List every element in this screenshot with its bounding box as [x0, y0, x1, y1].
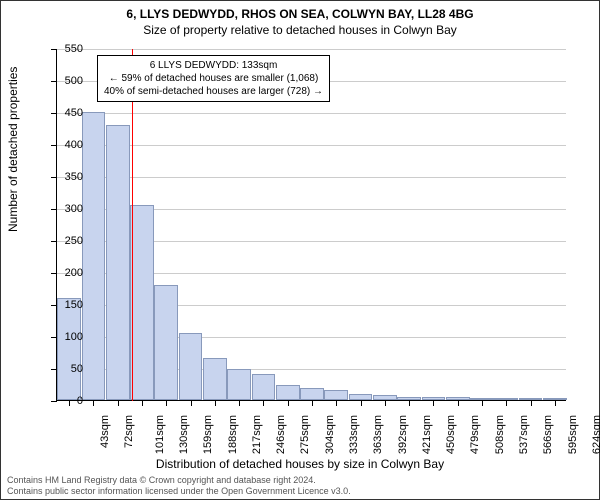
x-tick-label: 595sqm [567, 415, 579, 454]
y-tick-label: 200 [65, 267, 83, 279]
histogram-bar [82, 112, 106, 400]
y-tick [51, 81, 57, 82]
histogram-bar [179, 333, 203, 400]
x-tick-label: 450sqm [445, 415, 457, 454]
x-tick [361, 400, 362, 406]
x-tick [531, 400, 532, 406]
y-tick [51, 209, 57, 210]
x-tick [239, 400, 240, 406]
y-tick-label: 100 [65, 331, 83, 343]
y-tick [51, 401, 57, 402]
chart-title-address: 6, LLYS DEDWYDD, RHOS ON SEA, COLWYN BAY… [1, 1, 599, 21]
x-tick-label: 130sqm [178, 415, 190, 454]
x-tick [506, 400, 507, 406]
x-tick-label: 537sqm [518, 415, 530, 454]
x-tick-label: 188sqm [227, 415, 239, 454]
x-tick-label: 392sqm [397, 415, 409, 454]
y-axis-title: Number of detached properties [6, 67, 20, 232]
y-tick [51, 273, 57, 274]
x-tick [69, 400, 70, 406]
annotation-line1: 6 LLYS DEDWYDD: 133sqm [104, 59, 323, 72]
x-tick-label: 566sqm [542, 415, 554, 454]
chart-container: 6, LLYS DEDWYDD, RHOS ON SEA, COLWYN BAY… [0, 0, 600, 500]
y-tick-label: 150 [65, 299, 83, 311]
x-tick-label: 43sqm [99, 415, 111, 448]
x-tick-label: 217sqm [251, 415, 263, 454]
x-tick [142, 400, 143, 406]
annotation-line3: 40% of semi-detached houses are larger (… [104, 85, 323, 98]
x-tick [409, 400, 410, 406]
annotation-line2: ← 59% of detached houses are smaller (1,… [104, 72, 323, 85]
footer-attribution: Contains HM Land Registry data © Crown c… [7, 475, 351, 497]
histogram-bar [300, 388, 324, 400]
x-tick-label: 421sqm [421, 415, 433, 454]
histogram-bar [106, 125, 130, 400]
y-tick-label: 500 [65, 75, 83, 87]
x-tick [288, 400, 289, 406]
histogram-bar [130, 205, 154, 400]
x-tick [93, 400, 94, 406]
y-tick-label: 0 [77, 395, 83, 407]
x-tick-label: 363sqm [372, 415, 384, 454]
x-tick-label: 479sqm [470, 415, 482, 454]
y-tick [51, 241, 57, 242]
chart-title-subtitle: Size of property relative to detached ho… [1, 21, 599, 37]
histogram-bar [276, 385, 300, 400]
y-tick-label: 50 [71, 363, 83, 375]
x-tick [555, 400, 556, 406]
x-tick [263, 400, 264, 406]
x-tick [458, 400, 459, 406]
x-tick [118, 400, 119, 406]
x-tick [385, 400, 386, 406]
histogram-bar [154, 285, 178, 400]
y-tick-label: 300 [65, 203, 83, 215]
histogram-bar [324, 390, 348, 400]
x-tick-label: 275sqm [300, 415, 312, 454]
y-tick [51, 113, 57, 114]
x-tick-label: 159sqm [202, 415, 214, 454]
chart-plot-area: 6 LLYS DEDWYDD: 133sqm ← 59% of detached… [56, 49, 566, 401]
y-tick-label: 250 [65, 235, 83, 247]
histogram-bar [227, 369, 251, 400]
y-tick [51, 305, 57, 306]
x-tick-label: 333sqm [348, 415, 360, 454]
y-tick [51, 369, 57, 370]
x-axis-title: Distribution of detached houses by size … [1, 457, 599, 471]
y-tick-label: 550 [65, 43, 83, 55]
histogram-bar [252, 374, 276, 400]
x-tick-label: 304sqm [324, 415, 336, 454]
x-tick [312, 400, 313, 406]
x-tick [482, 400, 483, 406]
y-tick [51, 177, 57, 178]
x-tick-label: 72sqm [123, 415, 135, 448]
x-tick-label: 624sqm [591, 415, 600, 454]
annotation-box: 6 LLYS DEDWYDD: 133sqm ← 59% of detached… [97, 55, 330, 102]
x-tick-label: 101sqm [154, 415, 166, 454]
y-tick-label: 350 [65, 171, 83, 183]
x-tick [336, 400, 337, 406]
y-tick-label: 450 [65, 107, 83, 119]
y-tick [51, 145, 57, 146]
y-tick [51, 337, 57, 338]
x-tick-label: 246sqm [275, 415, 287, 454]
footer-line1: Contains HM Land Registry data © Crown c… [7, 475, 351, 486]
x-tick [433, 400, 434, 406]
x-tick-label: 508sqm [494, 415, 506, 454]
y-tick-label: 400 [65, 139, 83, 151]
histogram-bar [57, 298, 81, 400]
y-tick [51, 49, 57, 50]
x-tick [191, 400, 192, 406]
histogram-bar [203, 358, 227, 400]
footer-line2: Contains public sector information licen… [7, 486, 351, 497]
x-tick [215, 400, 216, 406]
x-tick [166, 400, 167, 406]
